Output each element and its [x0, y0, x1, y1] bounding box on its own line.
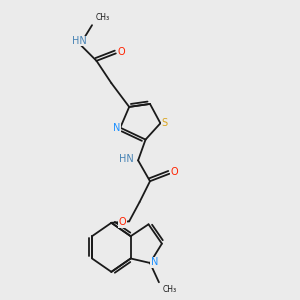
- Text: S: S: [162, 118, 168, 128]
- Text: CH₃: CH₃: [163, 285, 177, 294]
- Text: O: O: [119, 217, 127, 227]
- Text: N: N: [151, 257, 158, 267]
- Text: N: N: [113, 123, 120, 133]
- Text: CH₃: CH₃: [96, 13, 110, 22]
- Text: HN: HN: [72, 36, 87, 46]
- Text: O: O: [117, 47, 125, 57]
- Text: O: O: [171, 167, 178, 177]
- Text: HN: HN: [119, 154, 134, 164]
